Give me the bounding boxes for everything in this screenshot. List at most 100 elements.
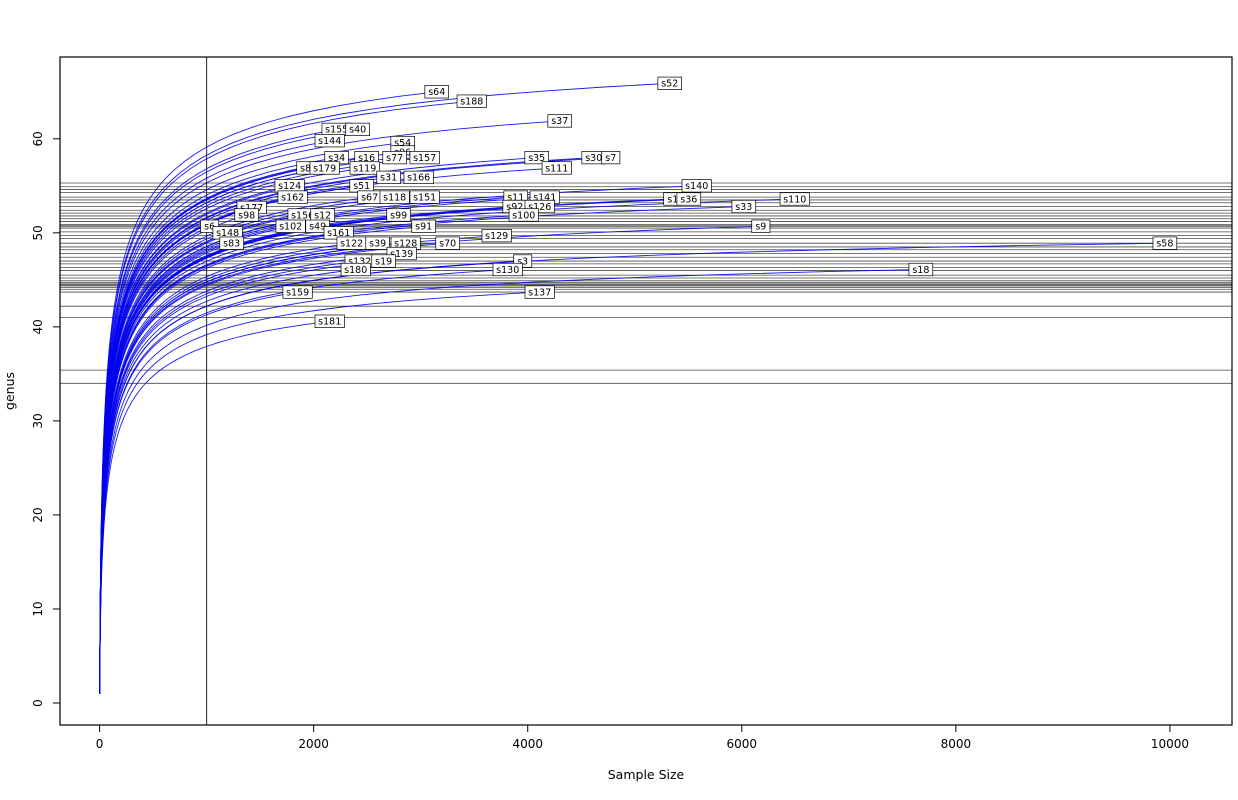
- curve-label-s179: s179: [313, 163, 336, 174]
- curve-label-s18: s18: [912, 265, 929, 276]
- curve-label-s33: s33: [735, 202, 752, 213]
- curve-label-box-s130: [492, 262, 523, 277]
- curve-label-s181: s181: [318, 317, 341, 328]
- curve-label-box-s102: [275, 219, 306, 233]
- curve-label-s141: s141: [533, 192, 556, 203]
- curve-label-box-s99: [386, 208, 411, 222]
- curve-label-s130: s130: [496, 265, 519, 276]
- curve-s139: [99, 253, 402, 694]
- curve-label-box-s111: [541, 161, 572, 175]
- curve-s1: [99, 198, 673, 694]
- curve-label-s132: s132: [348, 256, 371, 267]
- curve-label-box-s64: [424, 85, 450, 99]
- curve-label-s36: s36: [680, 194, 697, 205]
- x-tick-label: 6000: [727, 737, 758, 751]
- curve-label-s91: s91: [415, 222, 432, 233]
- curve-label-box-s77: [382, 151, 407, 165]
- curve-label-s155: s155: [325, 125, 348, 136]
- x-tick-label: 0: [96, 737, 104, 751]
- curve-label-box-s159: [282, 285, 313, 299]
- curve-label-s110: s110: [783, 194, 806, 205]
- curve-label-s119: s119: [353, 163, 376, 174]
- curve-label-s12: s12: [314, 210, 331, 221]
- curve-label-box-s91: [411, 219, 436, 233]
- curve-label-box-s110: [779, 192, 810, 206]
- curve-label-box-s157: [409, 151, 440, 165]
- curve-label-s19: s19: [375, 256, 392, 267]
- curve-label-box-s83: [219, 236, 244, 250]
- y-tick-label: 0: [31, 699, 45, 707]
- curve-label-box-s180: [340, 262, 371, 277]
- curve-label-box-s7: [601, 151, 621, 165]
- curve-s35: [99, 157, 537, 694]
- curve-s33: [99, 206, 744, 694]
- curve-label-box-s18: [908, 262, 934, 277]
- curve-label-s54: s54: [394, 138, 411, 149]
- curve-label-s139: s139: [390, 249, 413, 260]
- curve-label-s102: s102: [279, 222, 302, 233]
- curve-label-box-s181: [314, 314, 345, 328]
- curve-s137: [99, 291, 540, 694]
- curve-label-box-s129: [481, 229, 512, 243]
- curve-label-box-s119: [349, 161, 380, 175]
- curve-label-box-s31: [376, 170, 401, 184]
- curve-s36: [99, 198, 689, 694]
- curve-label-box-s144: [314, 134, 345, 148]
- curve-label-s126: s126: [528, 202, 551, 213]
- curve-label-s148: s148: [216, 228, 239, 239]
- x-tick-label: 4000: [512, 737, 543, 751]
- curve-label-s162: s162: [281, 192, 304, 203]
- curve-label-box-s52: [657, 76, 683, 90]
- curve-label-box-s33: [731, 199, 757, 214]
- curve-label-s100: s100: [512, 210, 535, 221]
- y-axis-title: genus: [2, 372, 17, 410]
- curve-label-s11: s11: [507, 192, 524, 203]
- curve-label-s34: s34: [328, 153, 345, 164]
- curve-label-box-s151: [409, 190, 440, 204]
- curve-label-s140: s140: [685, 181, 708, 192]
- curve-label-s156: s156: [291, 210, 314, 221]
- curve-label-s92: s92: [506, 202, 523, 213]
- curve-label-s166: s166: [407, 173, 430, 184]
- curve-label-s99: s99: [390, 210, 407, 221]
- curve-label-s70: s70: [439, 238, 456, 249]
- curve-label-s67: s67: [361, 192, 378, 203]
- curve-s151: [99, 196, 425, 694]
- y-tick-label: 20: [31, 507, 45, 522]
- curve-label-s159: s159: [286, 287, 309, 298]
- curve-label-box-s166: [403, 170, 434, 184]
- curve-label-box-s179: [309, 161, 340, 175]
- curve-s70: [99, 242, 448, 694]
- curve-label-s188: s188: [460, 96, 483, 107]
- curve-label-s1: s1: [667, 194, 678, 205]
- curve-label-box-s9: [751, 219, 771, 233]
- x-axis-title: Sample Size: [608, 767, 685, 782]
- curve-label-box-s40: [345, 122, 370, 137]
- y-tick-label: 30: [31, 413, 45, 428]
- curve-label-s129: s129: [485, 231, 508, 242]
- curve-label-s161: s161: [327, 228, 350, 239]
- curve-label-s157: s157: [413, 153, 436, 164]
- curve-label-box-s19: [371, 254, 396, 268]
- curve-label-box-s70: [435, 236, 460, 250]
- curve-label-box-s140: [681, 179, 712, 193]
- curve-label-s180: s180: [344, 265, 367, 276]
- plot-frame: [59, 56, 1233, 726]
- curve-label-s177: s177: [240, 203, 263, 214]
- curve-label-s58: s58: [1156, 238, 1173, 249]
- curve-label-s16: s16: [358, 153, 375, 164]
- y-tick-label: 40: [31, 319, 45, 334]
- curve-label-box-s137: [524, 285, 555, 299]
- curve-label-s64: s64: [428, 87, 445, 98]
- curve-label-box-s162: [277, 190, 308, 204]
- curve-label-box-s98: [234, 208, 259, 222]
- x-tick-label: 10000: [1151, 737, 1189, 751]
- curve-label-s118: s118: [383, 192, 406, 203]
- curve-label-s122: s122: [340, 238, 363, 249]
- curve-label-box-s118: [379, 190, 410, 204]
- curve-label-s52: s52: [661, 79, 678, 90]
- curve-label-box-s35: [524, 151, 549, 165]
- x-tick-label: 8000: [941, 737, 972, 751]
